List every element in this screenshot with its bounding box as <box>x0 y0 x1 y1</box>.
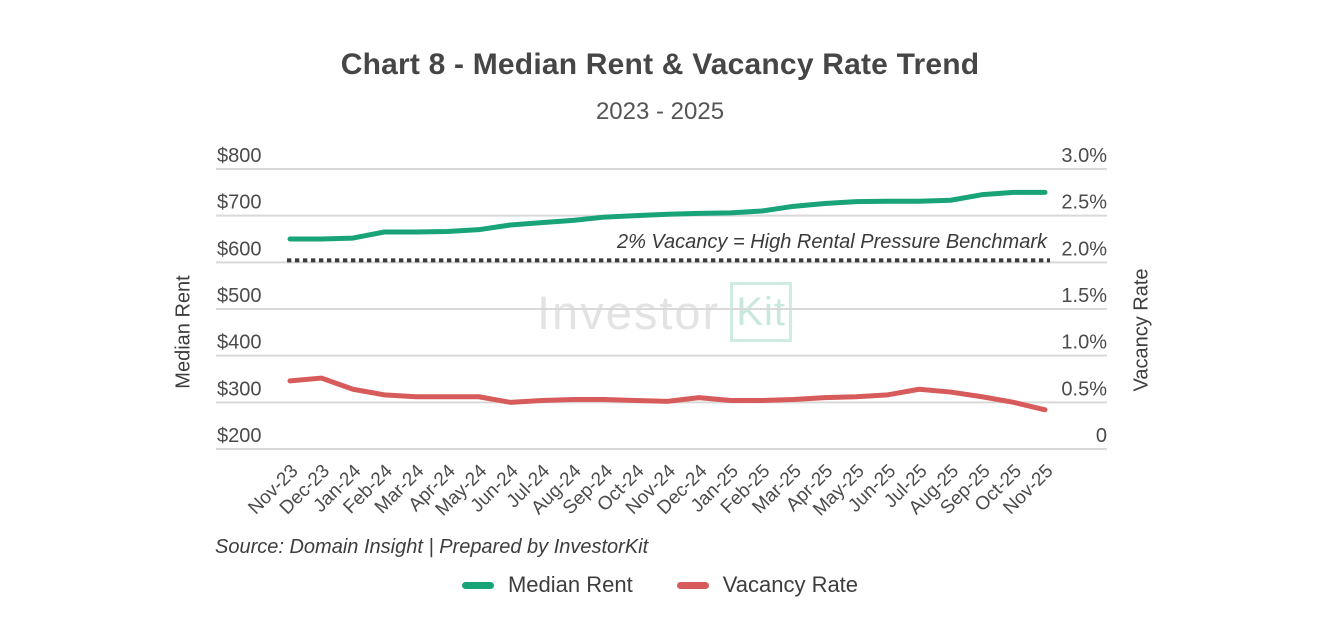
median-rent-swatch <box>461 581 494 589</box>
source-note: Source: Domain Insight | Prepared by Inv… <box>215 536 649 558</box>
chart-title: Chart 8 - Median Rent & Vacancy Rate Tre… <box>340 48 980 81</box>
right-tick-label: 0.5% <box>1061 378 1107 400</box>
left-tick-label: $400 <box>217 332 262 354</box>
chart-subtitle: 2023 - 2025 <box>595 98 725 125</box>
gridlines <box>216 168 1107 450</box>
left-axis-title: Median Rent <box>172 275 195 389</box>
watermark-logo: Investor Kit <box>537 281 793 343</box>
legend-item-vacancy-rate: Vacancy Rate <box>676 572 859 598</box>
watermark-kit-box: Kit <box>730 282 793 342</box>
right-tick-label: 1.5% <box>1061 285 1107 307</box>
right-tick-label: 2.5% <box>1061 192 1107 214</box>
left-tick-label: $500 <box>217 285 262 307</box>
y-tick-labels: $800 3.0% $700 2.5% $600 2.0% $500 1.5% $400 1.0%… <box>217 145 1107 447</box>
right-tick-label: 0 <box>1096 425 1107 447</box>
left-tick-label: $600 <box>217 238 262 260</box>
left-tick-label: $800 <box>217 145 262 167</box>
right-tick-label: 1.0% <box>1061 332 1107 354</box>
vacancy-rate-line <box>287 375 1048 413</box>
legend: Median Rent Vacancy Rate <box>0 572 1320 598</box>
legend-label-vacancy-rate: Vacancy Rate <box>722 572 859 597</box>
left-tick-label: $200 <box>217 425 262 447</box>
watermark-text: Investor <box>537 285 721 339</box>
median-rent-line <box>287 189 1048 242</box>
legend-item-median-rent: Median Rent <box>461 572 633 598</box>
x-tick-labels: Nov-23Dec-23Jan-24Feb-24Mar-24Apr-24May-… <box>244 460 1057 520</box>
left-tick-label: $300 <box>217 378 262 400</box>
benchmark-annotation: 2% Vacancy = High Rental Pressure Benchm… <box>616 231 1047 253</box>
right-tick-label: 2.0% <box>1061 238 1107 260</box>
right-axis-title: Vacancy Rate <box>1130 268 1153 392</box>
vacancy-rate-swatch <box>676 581 709 589</box>
legend-label-median-rent: Median Rent <box>507 572 633 597</box>
left-tick-label: $700 <box>217 192 262 214</box>
right-tick-label: 3.0% <box>1061 145 1107 167</box>
